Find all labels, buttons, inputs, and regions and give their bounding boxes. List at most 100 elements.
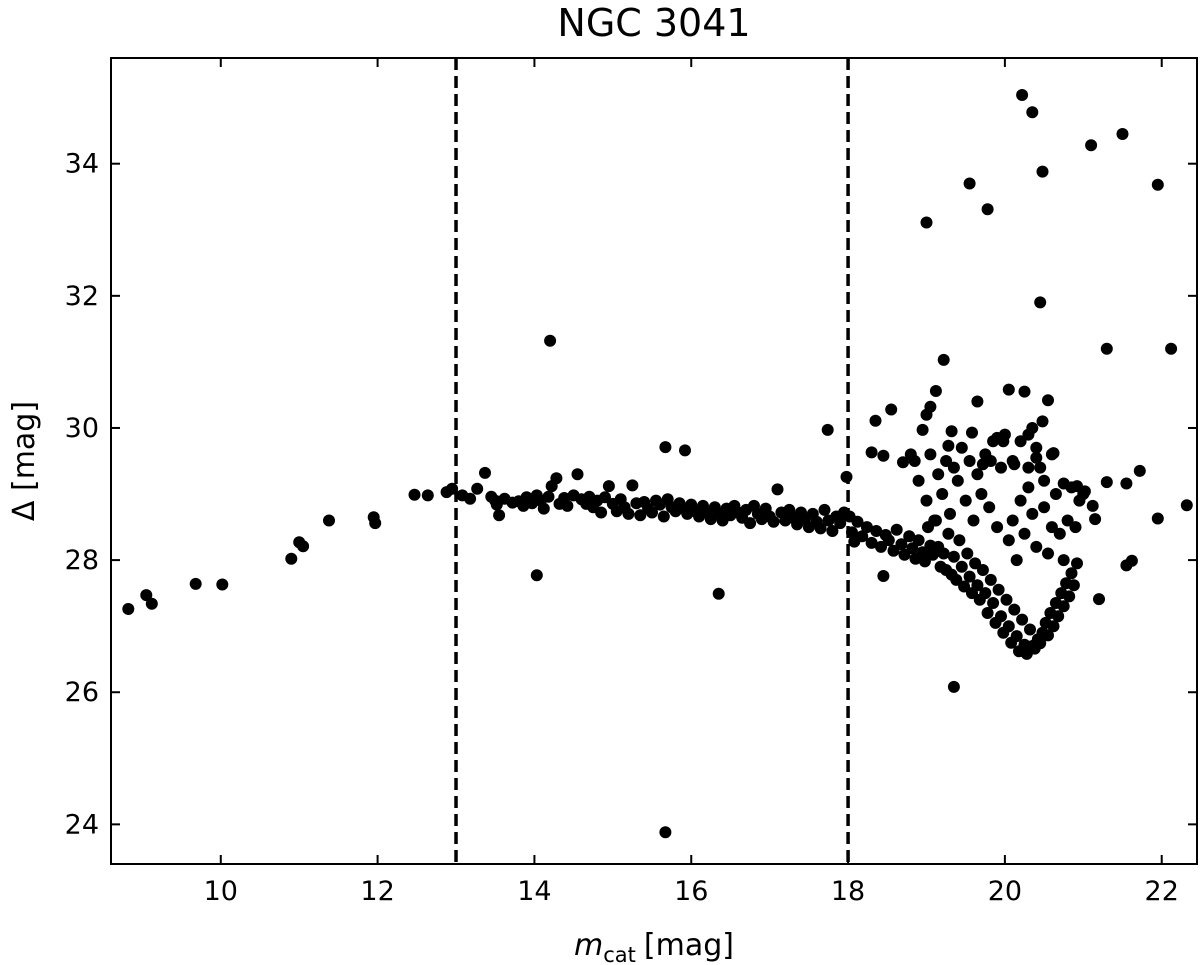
- data-point-197: [1014, 494, 1027, 507]
- data-point-150: [958, 580, 971, 593]
- data-point-285: [963, 177, 976, 190]
- data-point-199: [1022, 481, 1035, 494]
- data-point-270: [1047, 447, 1060, 460]
- data-point-148: [953, 534, 966, 547]
- data-point-130: [903, 530, 916, 543]
- data-point-53: [626, 479, 639, 492]
- y-tick-label-0: 24: [65, 809, 99, 840]
- data-point-166: [1000, 593, 1013, 606]
- data-point-219: [951, 474, 964, 487]
- data-point-125: [882, 534, 895, 547]
- data-point-257: [971, 395, 984, 408]
- data-point-200: [1026, 507, 1039, 520]
- data-point-106: [834, 517, 847, 530]
- data-point-47: [602, 480, 615, 493]
- data-point-133: [912, 534, 925, 547]
- data-point-263: [1008, 458, 1021, 471]
- data-point-276: [1100, 476, 1113, 489]
- data-point-2: [145, 597, 158, 610]
- data-point-269: [1042, 394, 1054, 407]
- data-point-286: [981, 203, 994, 216]
- data-point-184: [1047, 620, 1060, 633]
- data-point-239: [1022, 461, 1035, 474]
- data-point-37: [561, 499, 574, 512]
- data-point-172: [1016, 613, 1029, 626]
- y-axis-ticks: 24 26 28 30 32 34: [65, 149, 1197, 840]
- data-point-182: [1042, 629, 1054, 642]
- data-point-211: [1069, 521, 1082, 534]
- y-tick-label-5: 34: [65, 149, 99, 180]
- data-point-203: [1038, 501, 1051, 514]
- data-point-194: [1002, 534, 1015, 547]
- data-point-294: [1151, 178, 1164, 191]
- data-point-39: [571, 468, 584, 481]
- x-axis-label: mcat [mag]: [574, 928, 734, 965]
- data-point-123: [875, 540, 887, 553]
- data-point-8: [323, 514, 335, 527]
- data-point-220: [944, 507, 956, 520]
- data-point-267: [1030, 451, 1043, 464]
- data-point-227: [932, 468, 945, 481]
- data-point-235: [995, 461, 1007, 474]
- data-point-0: [122, 603, 135, 615]
- data-point-151: [961, 547, 974, 560]
- x-axis-label-unit: [mag]: [644, 928, 734, 963]
- data-point-261: [997, 435, 1010, 448]
- data-point-31: [537, 502, 550, 515]
- data-point-157: [976, 564, 989, 576]
- data-point-231: [963, 455, 976, 467]
- data-point-134: [916, 546, 929, 559]
- data-point-52: [622, 507, 635, 520]
- data-point-45: [595, 506, 608, 519]
- data-point-5: [285, 552, 298, 565]
- data-point-202: [1034, 461, 1047, 474]
- data-point-17: [471, 482, 484, 495]
- data-point-287: [1016, 89, 1029, 101]
- data-point-83: [744, 517, 757, 530]
- x-tick-label-6: 22: [1145, 876, 1179, 907]
- data-point-191: [1065, 567, 1078, 580]
- data-point-297: [877, 570, 890, 582]
- data-point-3: [189, 577, 202, 590]
- data-point-161: [987, 597, 1000, 609]
- data-point-169: [1008, 603, 1021, 616]
- data-point-164: [995, 610, 1007, 623]
- data-point-255: [945, 425, 958, 438]
- y-tick-label-3: 30: [65, 413, 99, 444]
- data-point-232: [971, 468, 984, 481]
- data-point-217: [967, 514, 980, 527]
- data-point-290: [1034, 296, 1047, 309]
- data-point-196: [1010, 554, 1023, 567]
- data-point-128: [895, 538, 908, 551]
- y-axis-label: Δ [mag]: [7, 401, 42, 521]
- data-point-288: [1026, 106, 1039, 119]
- data-point-121: [865, 536, 878, 549]
- data-point-186: [1052, 610, 1065, 623]
- data-point-7: [297, 540, 310, 553]
- data-point-119: [856, 530, 869, 543]
- data-point-222: [928, 514, 941, 527]
- data-point-90: [771, 483, 784, 496]
- x-tick-label-3: 16: [674, 876, 708, 907]
- data-point-292: [1100, 342, 1113, 355]
- data-point-244: [869, 414, 882, 427]
- data-point-34: [550, 472, 563, 485]
- data-points: [122, 89, 1193, 839]
- data-point-58: [646, 506, 658, 519]
- data-point-142: [937, 547, 950, 560]
- data-point-277: [1093, 593, 1105, 606]
- data-point-179: [1034, 637, 1047, 650]
- data-point-273: [1078, 485, 1091, 498]
- data-point-256: [966, 426, 978, 439]
- data-point-214: [991, 521, 1004, 534]
- data-point-284: [920, 216, 933, 229]
- data-point-215: [983, 501, 996, 514]
- data-point-204: [1042, 547, 1054, 560]
- data-point-12: [421, 489, 434, 502]
- data-point-207: [1053, 527, 1066, 540]
- data-point-281: [1133, 464, 1146, 477]
- data-point-159: [981, 607, 994, 619]
- data-point-221: [936, 488, 949, 500]
- data-point-216: [975, 488, 988, 500]
- data-point-229: [947, 461, 960, 474]
